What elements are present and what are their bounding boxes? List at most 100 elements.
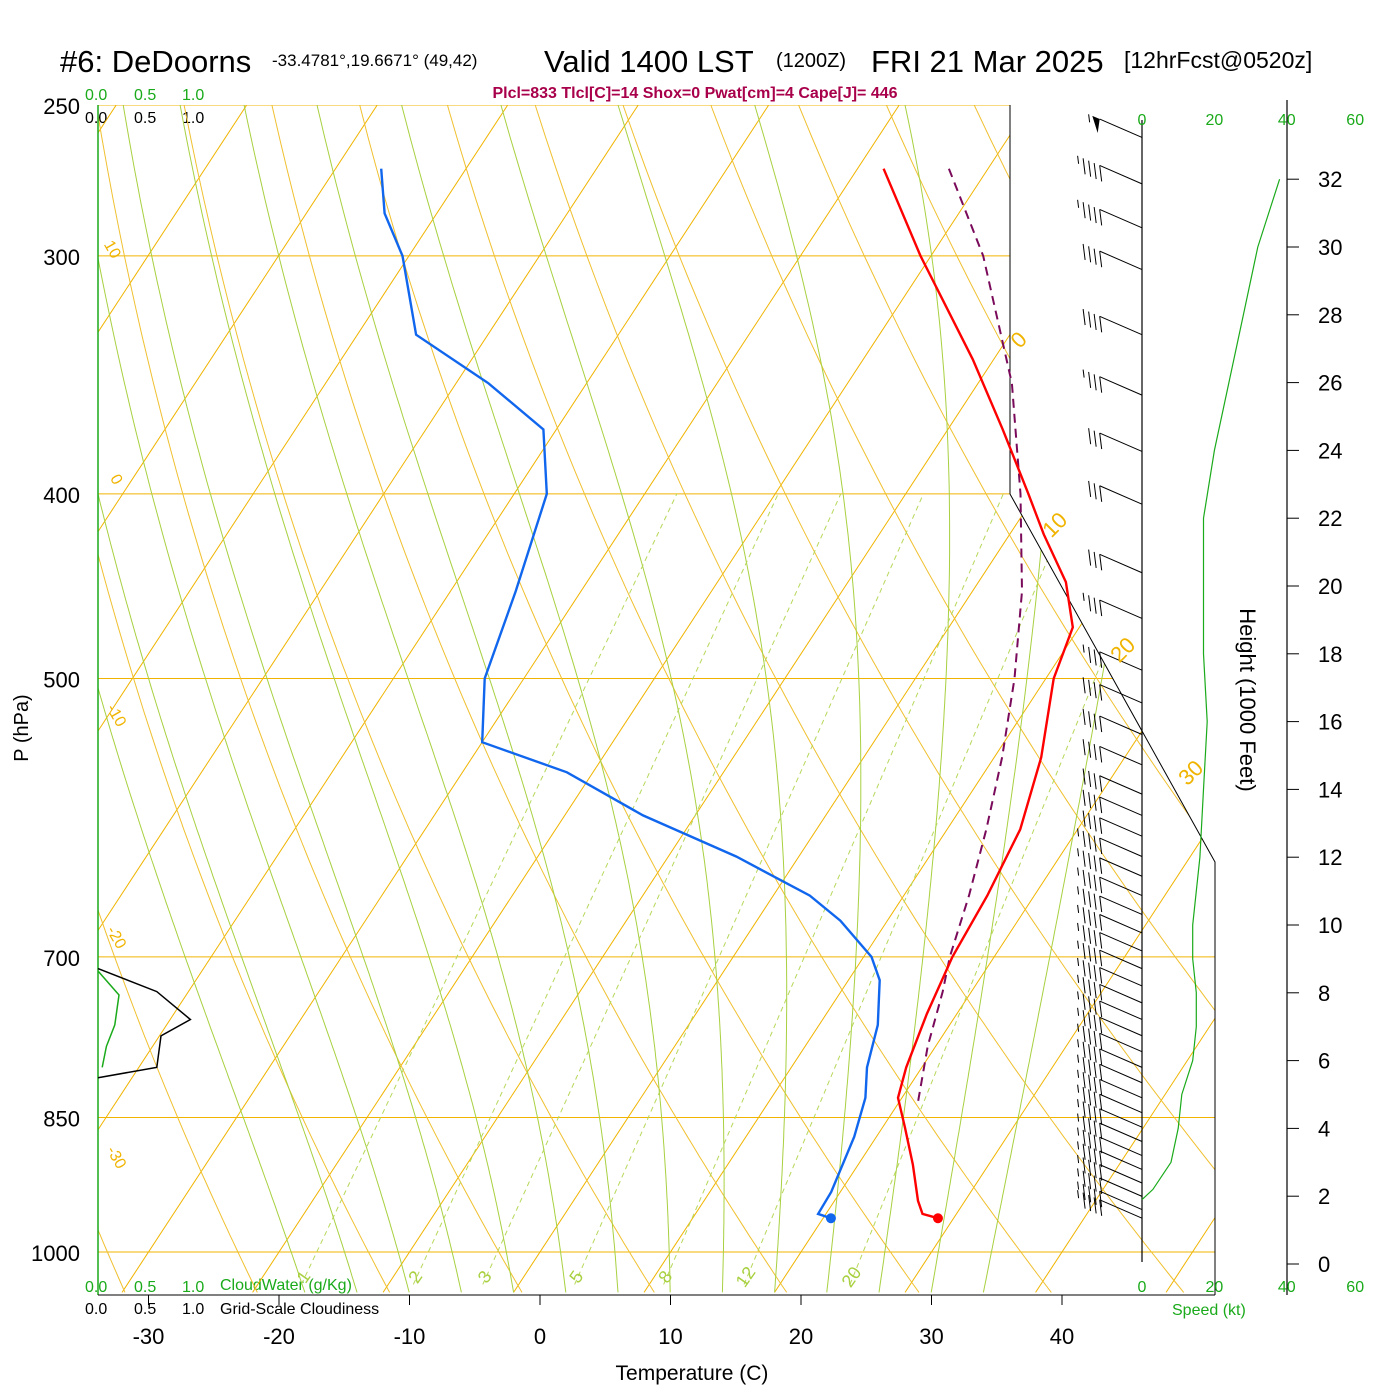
- moist-adiabat-0: [173, 105, 515, 1293]
- moist-adiabat--12: [98, 105, 358, 1293]
- isotherm-50: [1165, 105, 1215, 1293]
- height-tick-12: 12: [1318, 845, 1342, 870]
- wind-barb-24: [1082, 810, 1143, 837]
- height-tick-0: 0: [1318, 1252, 1330, 1277]
- cloud-scale-green-0: 0.0: [85, 87, 107, 104]
- isotherm--10: [382, 105, 1215, 1293]
- wind-barb-20: [1077, 886, 1143, 915]
- cloudwater-label: CloudWater (g/Kg): [220, 1277, 352, 1294]
- cloud-scale-green-2: 1.0: [182, 87, 204, 104]
- isotherm-label-6: 10: [1037, 507, 1072, 542]
- dry-adiabat-340: [697, 105, 1215, 1293]
- dry-adiabat-290: [263, 105, 788, 1293]
- mixing-ratio-20: [849, 493, 1171, 1285]
- x-axis-title: Temperature (C): [616, 1362, 769, 1385]
- isotherm--70: [98, 105, 499, 1293]
- height-tick-8: 8: [1318, 981, 1330, 1006]
- isotherm-label-1: 0: [106, 472, 125, 488]
- cloudwater-profile: [97, 970, 120, 1068]
- mixing-ratio-12: [743, 493, 1076, 1285]
- wind-panel: [1141, 100, 1288, 1295]
- wind-barb-32: [1088, 549, 1143, 574]
- cloud-scale-top: 0.0 0.5 1.0 0.0 0.5 1.0: [85, 87, 204, 127]
- wind-barb-10: [1077, 1054, 1143, 1084]
- dry-adiabat-330: [611, 105, 1215, 1293]
- moist-adiabat-32: [930, 105, 1058, 1293]
- moist-adiabat-20: [607, 105, 788, 1293]
- dry-adiabat-270: [98, 105, 523, 1293]
- wind-barb-39: [1077, 155, 1143, 185]
- wind-barb-19: [1077, 904, 1143, 934]
- wind-barb-9: [1077, 1069, 1143, 1099]
- moist-adiabat-4: [236, 105, 567, 1293]
- speed-profile: [1141, 179, 1281, 1201]
- moist-adiabat--4: [117, 105, 462, 1293]
- isotherm-60: [1297, 0, 1400, 1292]
- dry-adiabat-350: [784, 105, 1215, 1293]
- mixing-ratio-label-5: 5: [565, 1267, 587, 1287]
- cloud-scale-bottom-black-2: 1.0: [182, 1301, 204, 1318]
- height-tick-18: 18: [1318, 642, 1342, 667]
- zulu-time: (1200Z): [776, 50, 846, 72]
- isotherm--60: [98, 105, 629, 1293]
- wind-barb-0: [1077, 1190, 1143, 1219]
- speed-bottom-tick-40: 40: [1278, 1279, 1296, 1296]
- speed-top-tick-0: 0: [1138, 112, 1147, 129]
- isotherm-20: [774, 105, 1215, 1293]
- mixing-ratio-label-8: 8: [654, 1267, 676, 1287]
- cloud-scale-black-0: 0.0: [85, 110, 107, 127]
- cloud-scale-bottom: 0.0 0.5 1.0 CloudWater (g/Kg) 0.0 0.5 1.…: [85, 1277, 379, 1318]
- wind-barb-16: [1077, 957, 1143, 987]
- height-tick-28: 28: [1318, 303, 1342, 328]
- wind-barb-22: [1077, 848, 1143, 877]
- height-tick-6: 6: [1318, 1049, 1330, 1074]
- temp-tick-30: 30: [919, 1324, 943, 1349]
- isotherm--30: [121, 105, 1021, 1293]
- cloudiness-label: Grid-Scale Cloudiness: [220, 1301, 379, 1318]
- height-tick-16: 16: [1318, 710, 1342, 735]
- mixing-ratio-1: [300, 493, 678, 1285]
- temperature-trace: [882, 168, 1075, 1220]
- wind-barb-17: [1077, 940, 1143, 970]
- moist-adiabat-16: [490, 105, 725, 1293]
- sounding-params: Plcl=833 Tlcl[C]=14 Shox=0 Pwat[cm]=4 Ca…: [492, 85, 897, 102]
- wind-barb-34: [1088, 428, 1143, 452]
- mixing-ratio-label-2: 2: [404, 1267, 426, 1287]
- wind-barb-14: [1077, 991, 1143, 1020]
- thermo-grid: [98, 0, 1400, 1293]
- isotherm-label-8: 30: [1173, 755, 1208, 790]
- surface-temperature-dot: [932, 1213, 943, 1224]
- dewpoint-trace: [380, 168, 881, 1220]
- temp-tick--10: -10: [394, 1324, 426, 1349]
- station-coords: -33.4781°,19.6671° (49,42): [272, 51, 477, 70]
- isotherm--100: [98, 105, 107, 1293]
- wind-barb-1: [1077, 1181, 1143, 1211]
- mixing-ratio-label-20: 20: [838, 1263, 866, 1291]
- wind-barb-12: [1077, 1023, 1143, 1053]
- pressure-tick-400: 400: [43, 483, 80, 508]
- dry-adiabat-310: [437, 105, 1052, 1293]
- height-tick-20: 20: [1318, 574, 1342, 599]
- temp-tick-10: 10: [658, 1324, 682, 1349]
- dry-adiabat-250: [98, 105, 258, 1293]
- moist-adiabat-24: [744, 105, 862, 1293]
- cloud-scale-black-1: 0.5: [134, 110, 156, 127]
- mixing-ratio-3: [482, 493, 842, 1285]
- surface-dewpoint-dot: [825, 1213, 836, 1224]
- moist-adiabat-8: [308, 105, 619, 1293]
- mixing-ratio-label-12: 12: [732, 1263, 760, 1291]
- wind-barb-18: [1077, 922, 1143, 952]
- speed-top-tick-20: 20: [1206, 112, 1224, 129]
- wind-barb-40: [1088, 114, 1143, 138]
- wind-barb-5: [1077, 1127, 1143, 1157]
- height-tick-14: 14: [1318, 777, 1342, 802]
- height-tick-24: 24: [1318, 438, 1342, 463]
- cloudiness-profile: [97, 967, 192, 1079]
- height-axis-title: Height (1000 Feet): [1235, 608, 1260, 791]
- wind-barb-37: [1082, 243, 1143, 270]
- speed-axis-title: Speed (kt): [1172, 1302, 1246, 1319]
- wind-barb-38: [1077, 199, 1143, 229]
- dry-adiabat-280: [177, 105, 655, 1293]
- isotherm-40: [1035, 105, 1215, 1293]
